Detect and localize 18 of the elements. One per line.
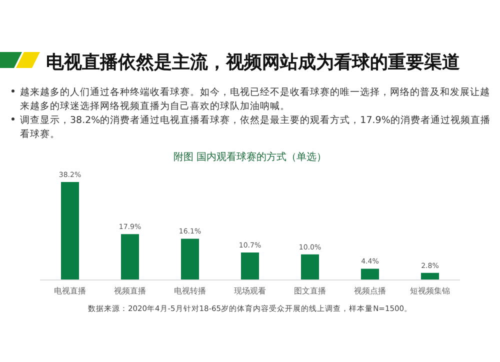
x-tick-label: 短视频集锦 xyxy=(410,286,450,296)
chart-subtitle: 附图 国内观看球赛的方式（单选） xyxy=(172,150,328,164)
bar xyxy=(361,268,379,280)
x-tick-label: 图文直播 xyxy=(294,286,326,296)
x-tick-label: 电视转播 xyxy=(174,286,206,296)
chart-title: 电视直播依然是主流，视频网站成为看球的重要渠道 xyxy=(46,51,460,74)
bar xyxy=(181,238,199,280)
x-tick-label: 电视直播 xyxy=(54,286,86,296)
text: 调查显示，38.2%的消费者通过电视直播看球赛，依然是最主要的观看方式，17.9%的消费者通过视频直播看球赛。 xyxy=(20,114,492,142)
bar xyxy=(61,182,79,280)
x-tick-label: 视频点播 xyxy=(354,286,386,296)
text: 越来越多的人们通过各种终端收看球赛。如今，电视已经不是收看球赛的唯一选择，网络的普及和发展让越来越多的球迷选择网络视频直播为自己喜欢的球队加油呐喊。 xyxy=(20,86,491,114)
bar xyxy=(301,254,319,280)
x-tick-label: 视频直播 xyxy=(114,286,146,296)
bar xyxy=(421,272,439,280)
bar xyxy=(121,234,139,280)
x-tick-label: 现场观看 xyxy=(234,286,266,296)
bar xyxy=(241,252,259,280)
